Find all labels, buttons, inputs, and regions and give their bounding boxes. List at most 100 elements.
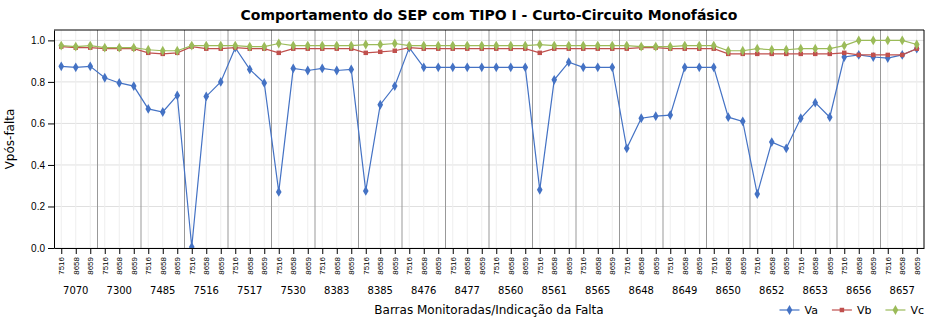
point	[609, 62, 615, 72]
point	[87, 61, 93, 71]
group-separator	[663, 30, 664, 248]
point	[595, 41, 601, 51]
point	[377, 40, 383, 50]
x-tick-mark	[583, 248, 584, 254]
point	[348, 41, 354, 51]
x-tick-label: 7516	[579, 256, 588, 274]
point	[783, 45, 789, 55]
point	[116, 78, 122, 88]
x-tick: 7516	[840, 248, 849, 275]
x-tick-label: 8658	[768, 256, 777, 274]
point	[58, 61, 64, 71]
group-separator	[184, 30, 185, 248]
x-tick-mark	[395, 248, 396, 254]
x-tick-label: 7516	[623, 256, 632, 274]
point	[638, 113, 644, 123]
point	[609, 41, 615, 51]
point	[116, 43, 122, 53]
x-tick: 8659	[782, 248, 791, 275]
point	[886, 53, 890, 57]
x-tick: 8658	[855, 248, 864, 275]
point	[508, 62, 514, 72]
group-separator	[97, 30, 98, 248]
point	[305, 41, 311, 51]
group-separator	[445, 30, 446, 248]
x-tick-label: 8658	[811, 256, 820, 274]
x-grid-line	[249, 30, 250, 248]
x-tick: 8658	[333, 248, 342, 275]
x-tick-label: 7516	[449, 256, 458, 274]
point	[725, 46, 731, 56]
x-tick-label: 8658	[594, 256, 603, 274]
point	[566, 41, 572, 51]
x-tick-mark	[424, 248, 425, 254]
point	[276, 187, 282, 197]
legend-item: Va	[779, 304, 817, 317]
y-tick-label: 1.0	[31, 35, 45, 46]
point	[842, 51, 846, 55]
x-tick-mark	[409, 248, 410, 254]
point	[812, 98, 818, 108]
point	[653, 42, 659, 52]
x-tick-label: 7516	[710, 256, 719, 274]
legend: VaVbVc	[779, 304, 924, 317]
x-tick-mark	[177, 248, 178, 254]
group-label: 8565	[585, 285, 610, 296]
group-separator	[880, 30, 881, 248]
y-tick: 0.8	[31, 77, 54, 88]
x-tick-label: 8658	[72, 256, 81, 274]
x-grid-line	[409, 30, 410, 248]
point	[522, 62, 528, 72]
x-grid-line	[800, 30, 801, 248]
y-tick: 1.0	[31, 35, 54, 46]
x-tick-mark	[656, 248, 657, 254]
point	[566, 57, 572, 67]
point	[740, 46, 746, 56]
point	[421, 62, 427, 72]
x-tick-mark	[308, 248, 309, 254]
point	[87, 41, 93, 51]
group-label: 7300	[107, 285, 132, 296]
point	[247, 42, 253, 52]
x-tick-label: 8659	[304, 256, 313, 274]
point	[900, 53, 904, 57]
x-tick-mark	[598, 248, 599, 254]
x-tick: 8659	[739, 248, 748, 275]
point	[667, 42, 673, 52]
x-tick: 8658	[594, 248, 603, 275]
legend-item: Vc	[885, 304, 924, 317]
group-separator	[837, 30, 838, 248]
x-tick-mark	[467, 248, 468, 254]
point	[393, 49, 397, 53]
x-tick: 8659	[130, 248, 139, 275]
y-tick-label: 0.8	[31, 77, 45, 88]
point	[667, 110, 673, 120]
point	[783, 143, 789, 153]
x-tick-label: 7516	[188, 256, 197, 274]
x-tick-label: 8658	[420, 256, 429, 274]
x-grid-line	[829, 30, 830, 248]
group-separator	[489, 30, 490, 248]
y-tick: 0.2	[31, 201, 54, 212]
x-grid-line	[844, 30, 845, 248]
point	[406, 41, 412, 51]
point	[508, 41, 514, 51]
point	[102, 73, 108, 83]
point	[798, 113, 804, 123]
point	[232, 41, 238, 51]
point	[160, 46, 166, 56]
title: Comportamento do SEP com TIPO I - Curto-…	[241, 7, 738, 23]
x-tick-mark	[496, 248, 497, 254]
x-tick: 7516	[666, 248, 675, 275]
x-grid-line	[554, 30, 555, 248]
point	[363, 40, 369, 50]
point	[899, 50, 905, 60]
x-tick-label: 7516	[536, 256, 545, 274]
y-tick-mark	[48, 82, 54, 83]
group-label: 8476	[411, 285, 436, 296]
frame-right	[924, 30, 925, 248]
x-tick: 7516	[579, 248, 588, 275]
x-tick-mark	[859, 248, 860, 254]
x-tick: 8659	[608, 248, 617, 275]
x-tick-mark	[714, 248, 715, 254]
